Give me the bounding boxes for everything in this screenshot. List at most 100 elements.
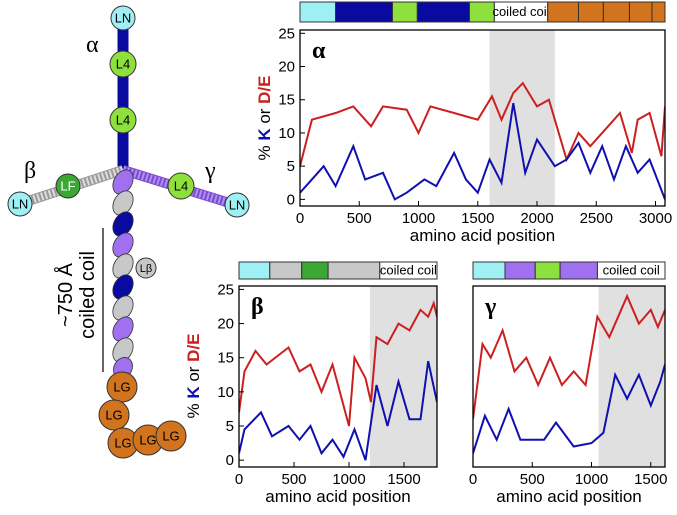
- y-tick-label: 5: [287, 158, 295, 175]
- domain-segment: [628, 1, 653, 23]
- y-tick-label: 0: [287, 191, 295, 208]
- domain-segment: [651, 1, 666, 23]
- y-tick-label: 20: [278, 59, 295, 76]
- x-tick-label: 0: [235, 471, 243, 488]
- domain-segment: [299, 1, 337, 23]
- y-label-part: D/E: [184, 333, 203, 361]
- domain-segment: [379, 261, 438, 280]
- l4-domain: [109, 106, 137, 134]
- y-label-part: or: [255, 104, 274, 129]
- plot-frame: [238, 285, 438, 468]
- l4-label: L4: [116, 112, 130, 127]
- x-tick-label: 1000: [402, 210, 435, 227]
- domain-segment: [269, 261, 303, 280]
- domain-segment: [547, 1, 579, 23]
- domain-label: coiled coil: [603, 263, 660, 278]
- coiled-coil: [112, 169, 134, 379]
- lf-domain: [55, 173, 81, 199]
- y-tick-label: 25: [217, 281, 234, 298]
- y-tick-label: 5: [226, 418, 234, 435]
- panel-label: β: [251, 294, 264, 320]
- data-line: [300, 81, 665, 167]
- ln-domain: [7, 191, 33, 217]
- y-tick-label: 15: [278, 92, 295, 109]
- x-tick-label: 2500: [580, 210, 613, 227]
- lg-label: LG: [114, 435, 131, 450]
- data-line: [239, 360, 437, 461]
- plot-frame: [299, 29, 666, 207]
- x-tick-label: 500: [520, 471, 545, 488]
- y-label-part: or: [184, 362, 203, 387]
- y-tick-label: 0: [226, 452, 234, 469]
- length-label: ~750 Å: [54, 262, 77, 327]
- y-tick-label: 20: [217, 316, 234, 333]
- panel-label: α: [312, 38, 326, 64]
- laminin-diagram: LN L4 L4 LF LN L4 LN Lβ LG LG LG LG LG α…: [7, 5, 250, 459]
- x-tick-label: 3000: [639, 210, 672, 227]
- y-label-part: K: [184, 386, 203, 399]
- x-tick-label: 0: [469, 471, 477, 488]
- domain-segment: [577, 1, 604, 23]
- domain-label: coiled coil: [380, 263, 437, 278]
- l4-label: L4: [174, 178, 188, 193]
- x-tick-label: 500: [347, 210, 372, 227]
- x-tick-label: 500: [281, 471, 306, 488]
- lbeta-label: Lβ: [140, 263, 152, 275]
- beta-label: β: [24, 158, 36, 184]
- lg-label: LG: [113, 379, 130, 394]
- coil-label: coiled coil: [77, 251, 99, 339]
- x-tick-label: 1500: [634, 471, 667, 488]
- x-axis-label: amino acid position: [265, 487, 411, 506]
- ln-domain: [224, 192, 250, 218]
- lg-label: LG: [162, 428, 179, 443]
- data-line: [473, 364, 665, 454]
- gamma-label: γ: [204, 158, 216, 184]
- data-line: [473, 293, 665, 420]
- domain-segment: [472, 261, 506, 280]
- domain-segment: [559, 261, 598, 280]
- x-tick-label: 1500: [387, 471, 420, 488]
- lg-label: LG: [139, 432, 156, 447]
- lbeta-domain: [135, 257, 157, 279]
- lg-domains: [98, 371, 187, 459]
- domain-segment: [391, 1, 418, 23]
- y-tick-label: 10: [217, 384, 234, 401]
- y-axis-label: % K or D/E: [255, 75, 274, 160]
- ln-domain: [110, 5, 136, 31]
- y-label-part: K: [255, 128, 274, 141]
- domain-segment: [504, 261, 536, 280]
- ln-label: LN: [115, 10, 132, 25]
- x-tick-label: 2000: [520, 210, 553, 227]
- y-tick-label: 25: [278, 25, 295, 42]
- domain-segment: [335, 1, 393, 23]
- lg-label: LG: [105, 407, 122, 422]
- y-tick-label: 15: [217, 350, 234, 367]
- data-line: [239, 299, 437, 427]
- domain-segment: [534, 261, 561, 280]
- domain-segment: [596, 261, 666, 280]
- lines: [473, 293, 665, 454]
- x-tick-label: 1000: [332, 471, 365, 488]
- x-tick-label: 0: [296, 210, 304, 227]
- lines: [300, 81, 665, 201]
- domain-segment: [238, 261, 271, 280]
- domain-segment: [301, 261, 329, 280]
- x-axis-label: amino acid position: [496, 487, 642, 506]
- l4-domain: [167, 172, 195, 200]
- plot-frame: [472, 285, 666, 468]
- x-axis-label: amino acid position: [410, 226, 556, 245]
- domain-label: coiled coil: [492, 4, 549, 19]
- alpha-label: α: [86, 32, 99, 58]
- ln-label: LN: [12, 196, 29, 211]
- panel-label: γ: [484, 294, 496, 320]
- l4-domain: [109, 50, 137, 78]
- y-tick-label: 10: [278, 125, 295, 142]
- x-tick-label: 1500: [461, 210, 494, 227]
- domain-segment: [416, 1, 470, 23]
- x-tick-label: 1000: [575, 471, 608, 488]
- lines: [239, 299, 437, 461]
- lf-label: LF: [60, 178, 75, 193]
